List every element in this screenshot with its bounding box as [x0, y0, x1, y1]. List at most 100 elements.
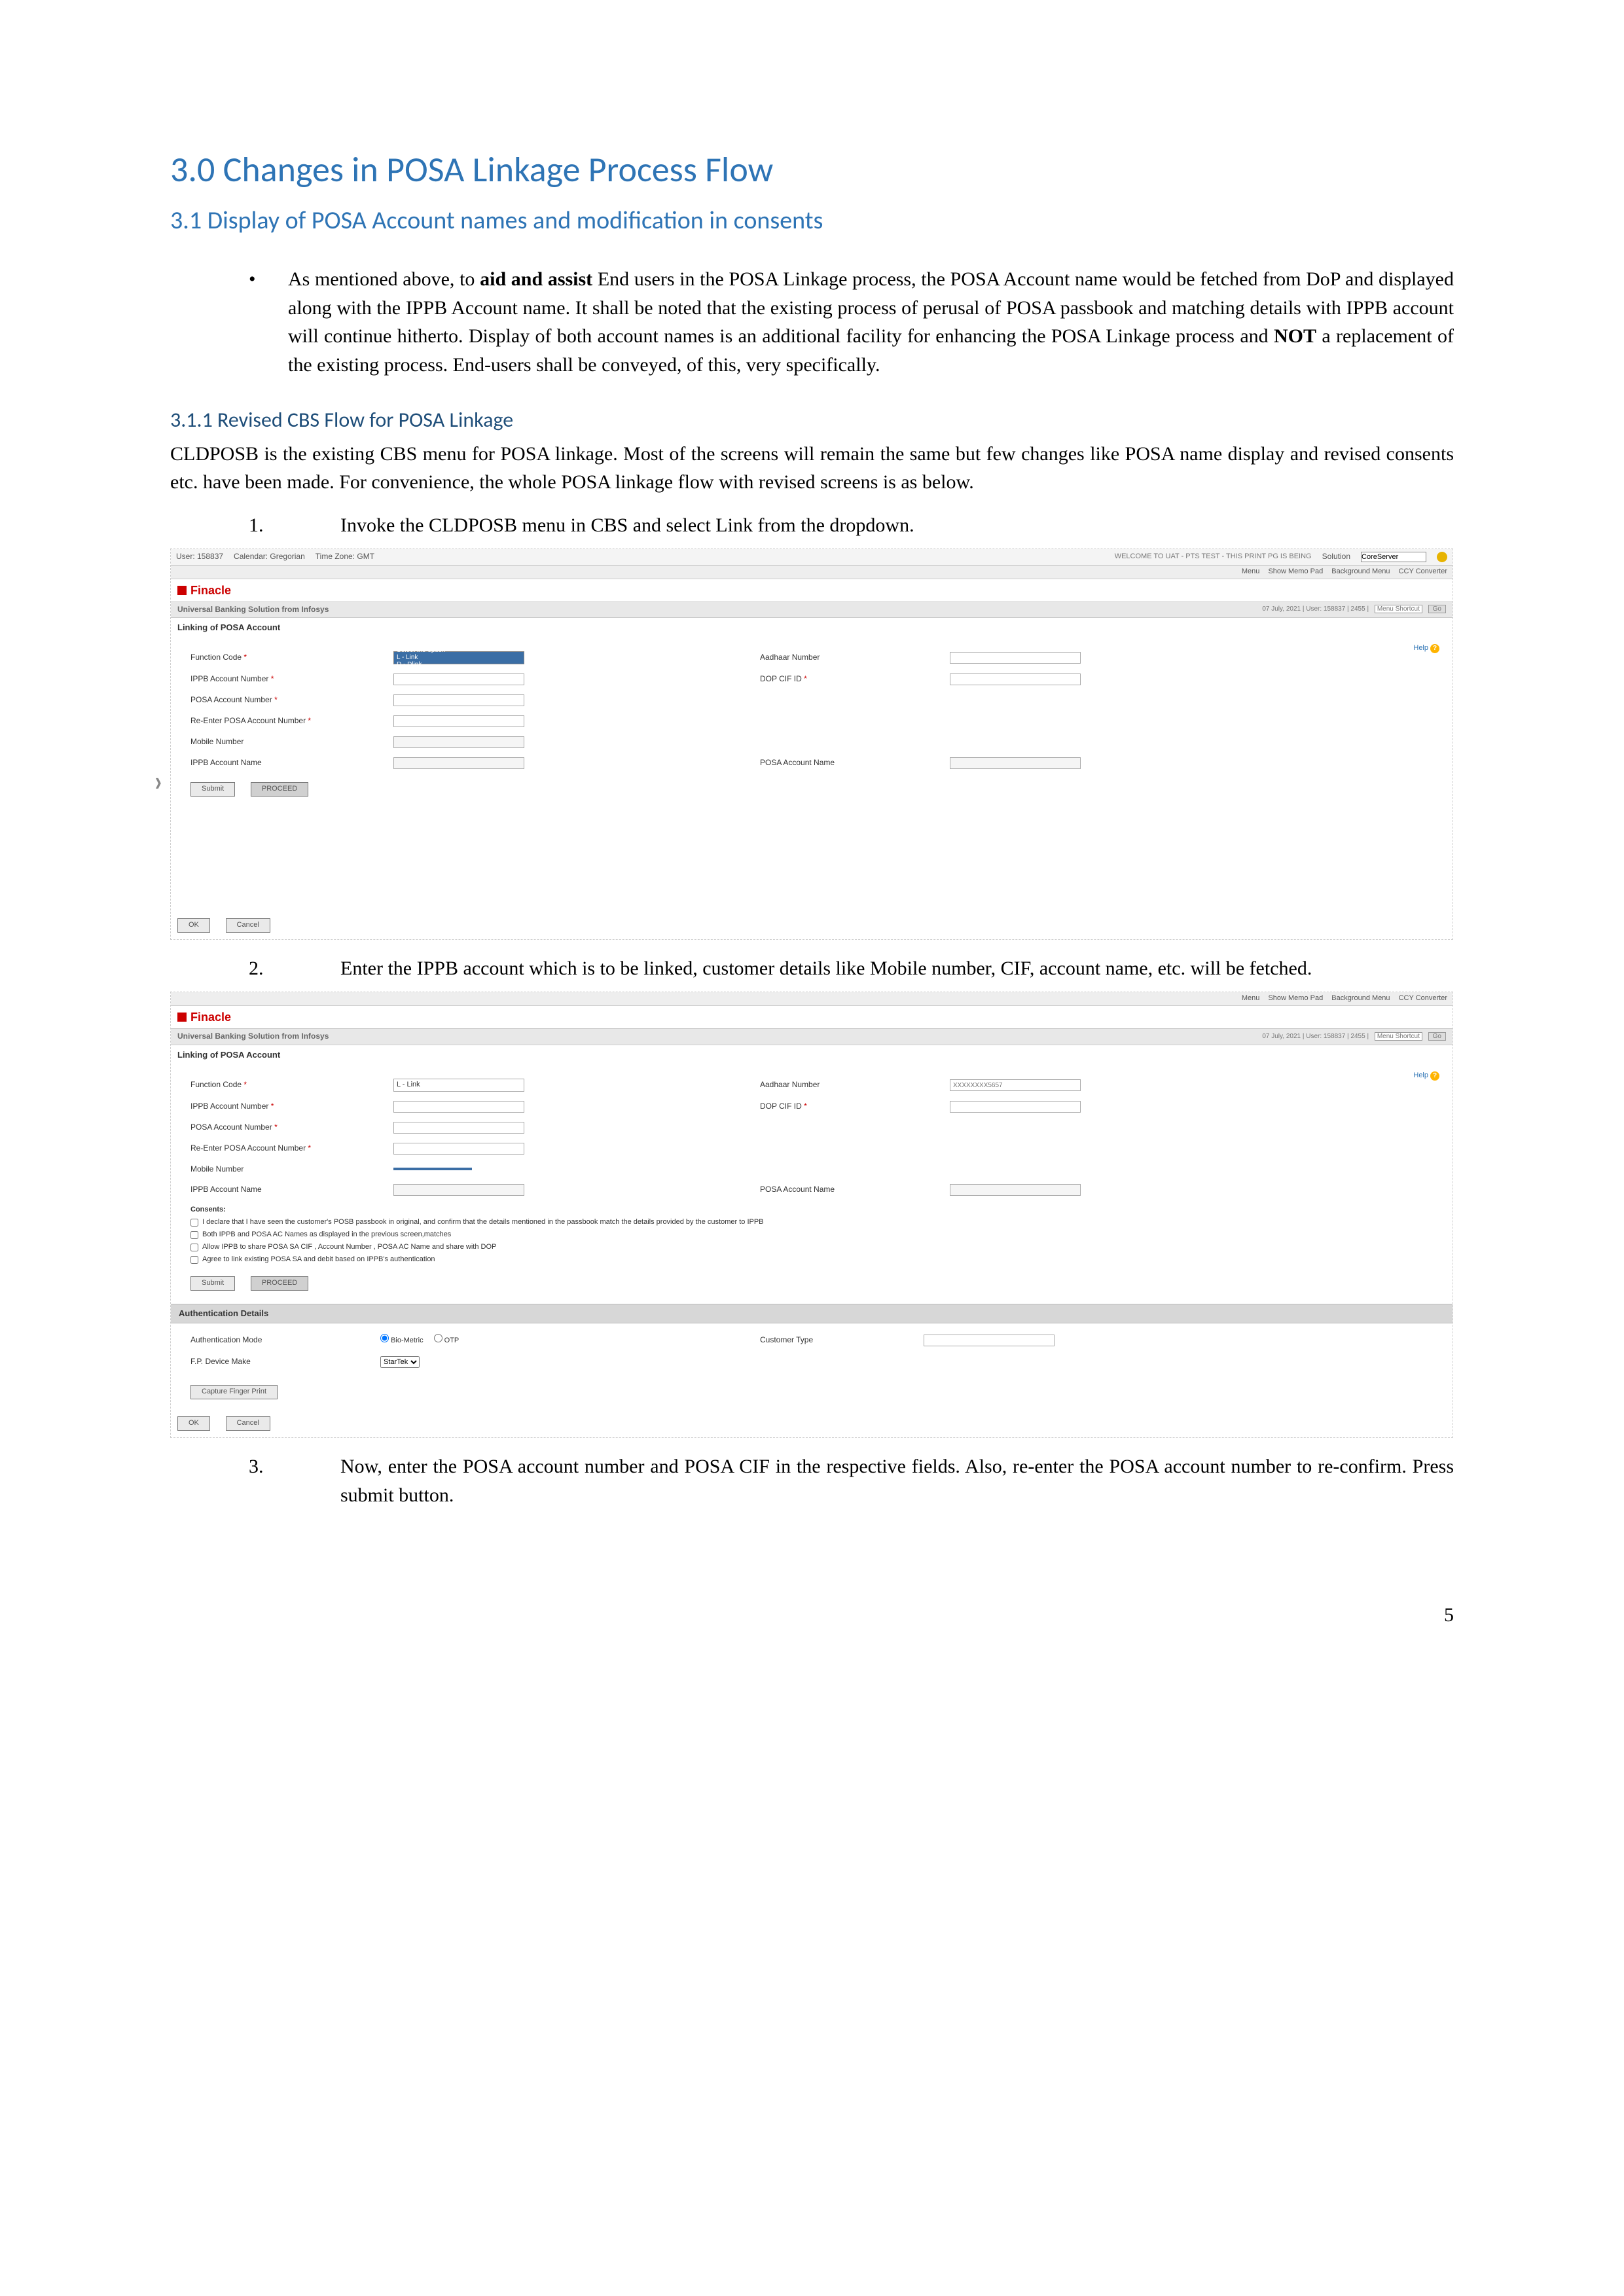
- ippb-acct-input[interactable]: [393, 673, 524, 685]
- capture-fp-button[interactable]: Capture Finger Print: [190, 1385, 278, 1399]
- submit-button-2[interactable]: Submit: [190, 1276, 235, 1291]
- screenshot-2: Menu Show Memo Pad Background Menu CCY C…: [170, 992, 1453, 1438]
- memopad-link-2[interactable]: Show Memo Pad: [1268, 994, 1323, 1002]
- lbl-ippb-name-2: IPPB Account Name: [190, 1184, 374, 1195]
- section-heading-3-1: 3.1 Display of POSA Account names and mo…: [170, 203, 1454, 239]
- menu-link-2[interactable]: Menu: [1242, 994, 1260, 1002]
- go-button-2[interactable]: Go: [1428, 1032, 1446, 1041]
- re-posa-acct-input[interactable]: [393, 715, 524, 727]
- ippb-name-input: [393, 757, 524, 769]
- bullet-paragraph: • As mentioned above, to aid and assist …: [249, 265, 1454, 379]
- help-link-2[interactable]: Help?: [1413, 1071, 1439, 1081]
- fp-device-select[interactable]: StarTek: [380, 1356, 420, 1368]
- menu-shortcut-label: Menu Shortcut: [1375, 605, 1422, 613]
- lbl-aadhaar: Aadhaar Number: [760, 652, 930, 663]
- bullet-dot: •: [249, 265, 288, 379]
- ccy-link[interactable]: CCY Converter: [1399, 567, 1447, 575]
- screenshot-1: User: 158837 Calendar: Gregorian Time Zo…: [170, 548, 1453, 940]
- date-strip-2: 07 July, 2021 | User: 158837 | 2455 |: [1262, 1033, 1369, 1040]
- lbl-posa-name: POSA Account Name: [760, 757, 930, 768]
- hdr-calendar: Calendar: Gregorian: [234, 551, 305, 562]
- lbl-function-code-2: Function Code: [190, 1079, 374, 1090]
- cancel-button-2[interactable]: Cancel: [226, 1416, 270, 1431]
- consent-4-text: Agree to link existing POSA SA and debit…: [202, 1255, 435, 1265]
- menu-shortcut-label-2: Menu Shortcut: [1375, 1032, 1422, 1041]
- bullet-text-bold-2: NOT: [1274, 325, 1316, 347]
- consent-1-text: I declare that I have seen the customer'…: [202, 1217, 764, 1228]
- posa-acct-input-2[interactable]: [393, 1122, 524, 1134]
- aadhaar-input[interactable]: [950, 652, 1081, 664]
- proceed-button[interactable]: PROCEED: [251, 782, 308, 797]
- page-title-2: Linking of POSA Account: [171, 1045, 1453, 1066]
- auth-header: Authentication Details: [171, 1304, 1453, 1324]
- coin-icon: [1437, 552, 1447, 562]
- finacle-logo-icon: [177, 586, 187, 595]
- lbl-mobile: Mobile Number: [190, 736, 374, 747]
- bullet-text-bold-1: aid and assist: [480, 268, 592, 290]
- consent-1-checkbox[interactable]: [190, 1219, 198, 1227]
- function-code-select-2[interactable]: L - Link: [393, 1079, 524, 1092]
- finacle-logo-icon-2: [177, 1013, 187, 1022]
- dop-cif-input-2[interactable]: [950, 1101, 1081, 1113]
- lbl-ippb-name: IPPB Account Name: [190, 757, 374, 768]
- ippb-name-input-2: [393, 1184, 524, 1196]
- ok-button[interactable]: OK: [177, 918, 210, 933]
- bullet-text-pre: As mentioned above, to: [288, 268, 480, 290]
- step-1-text: Invoke the CLDPOSB menu in CBS and selec…: [340, 511, 1454, 540]
- function-code-select[interactable]: Select the option L - Link D - Dlink: [393, 651, 524, 664]
- lbl-auth-mode: Authentication Mode: [190, 1335, 361, 1346]
- mobile-input: [393, 736, 524, 748]
- finacle-brand-2: Finacle: [190, 1009, 231, 1026]
- dop-cif-input[interactable]: [950, 673, 1081, 685]
- menu-link[interactable]: Menu: [1242, 567, 1260, 575]
- lbl-aadhaar-2: Aadhaar Number: [760, 1079, 930, 1090]
- consent-2-checkbox[interactable]: [190, 1231, 198, 1239]
- consents-title: Consents:: [190, 1205, 1433, 1215]
- hdr-timezone: Time Zone: GMT: [316, 551, 374, 562]
- consent-2-text: Both IPPB and POSA AC Names as displayed…: [202, 1230, 451, 1240]
- consent-3-text: Allow IPPB to share POSA SA CIF , Accoun…: [202, 1242, 496, 1253]
- lbl-customer-type: Customer Type: [760, 1335, 904, 1346]
- memopad-link[interactable]: Show Memo Pad: [1268, 567, 1323, 575]
- help-link[interactable]: Help?: [1413, 643, 1439, 654]
- step-2-text: Enter the IPPB account which is to be li…: [340, 954, 1454, 983]
- posa-name-input: [950, 757, 1081, 769]
- para-3-1-1: CLDPOSB is the existing CBS menu for POS…: [170, 440, 1454, 497]
- subbrand-text-2: Universal Banking Solution from Infosys: [177, 1031, 329, 1042]
- radio-otp[interactable]: OTP: [434, 1334, 460, 1346]
- lbl-dop-cif: DOP CIF ID: [760, 673, 930, 685]
- step-1-number: 1.: [249, 511, 340, 540]
- help-icon: ?: [1430, 644, 1439, 653]
- step-3-number: 3.: [249, 1452, 340, 1509]
- lbl-re-posa-acct-2: Re-Enter POSA Account Number: [190, 1143, 374, 1154]
- go-button[interactable]: Go: [1428, 605, 1446, 613]
- date-strip: 07 July, 2021 | User: 158837 | 2455 |: [1262, 605, 1369, 613]
- proceed-button-2[interactable]: PROCEED: [251, 1276, 308, 1291]
- cancel-button[interactable]: Cancel: [226, 918, 270, 933]
- consent-3-checkbox[interactable]: [190, 1244, 198, 1251]
- ippb-acct-input-2[interactable]: [393, 1101, 524, 1113]
- consent-4-checkbox[interactable]: [190, 1256, 198, 1264]
- hdr-solution-input[interactable]: [1361, 552, 1426, 562]
- help-icon-2: ?: [1430, 1071, 1439, 1081]
- lbl-mobile-2: Mobile Number: [190, 1164, 374, 1175]
- section-heading-3-0: 3.0 Changes in POSA Linkage Process Flow: [170, 144, 1454, 195]
- lbl-fp-device: F.P. Device Make: [190, 1356, 361, 1367]
- bgmenu-link-2[interactable]: Background Menu: [1331, 994, 1390, 1002]
- posa-name-input-2: [950, 1184, 1081, 1196]
- page-number: 5: [170, 1601, 1454, 1630]
- subbrand-text: Universal Banking Solution from Infosys: [177, 604, 329, 615]
- customer-type-input[interactable]: [924, 1335, 1055, 1346]
- ok-button-2[interactable]: OK: [177, 1416, 210, 1431]
- ccy-link-2[interactable]: CCY Converter: [1399, 994, 1447, 1002]
- re-posa-acct-input-2[interactable]: [393, 1143, 524, 1155]
- step-2-number: 2.: [249, 954, 340, 983]
- radio-biometric[interactable]: Bio-Metric: [380, 1334, 424, 1346]
- posa-acct-input[interactable]: [393, 694, 524, 706]
- submit-button[interactable]: Submit: [190, 782, 235, 797]
- section-heading-3-1-1: 3.1.1 Revised CBS Flow for POSA Linkage: [170, 405, 1454, 435]
- hdr-user: User: 158837: [176, 551, 223, 562]
- lbl-re-posa-acct: Re-Enter POSA Account Number: [190, 715, 374, 726]
- bgmenu-link[interactable]: Background Menu: [1331, 567, 1390, 575]
- step-3-text: Now, enter the POSA account number and P…: [340, 1452, 1454, 1509]
